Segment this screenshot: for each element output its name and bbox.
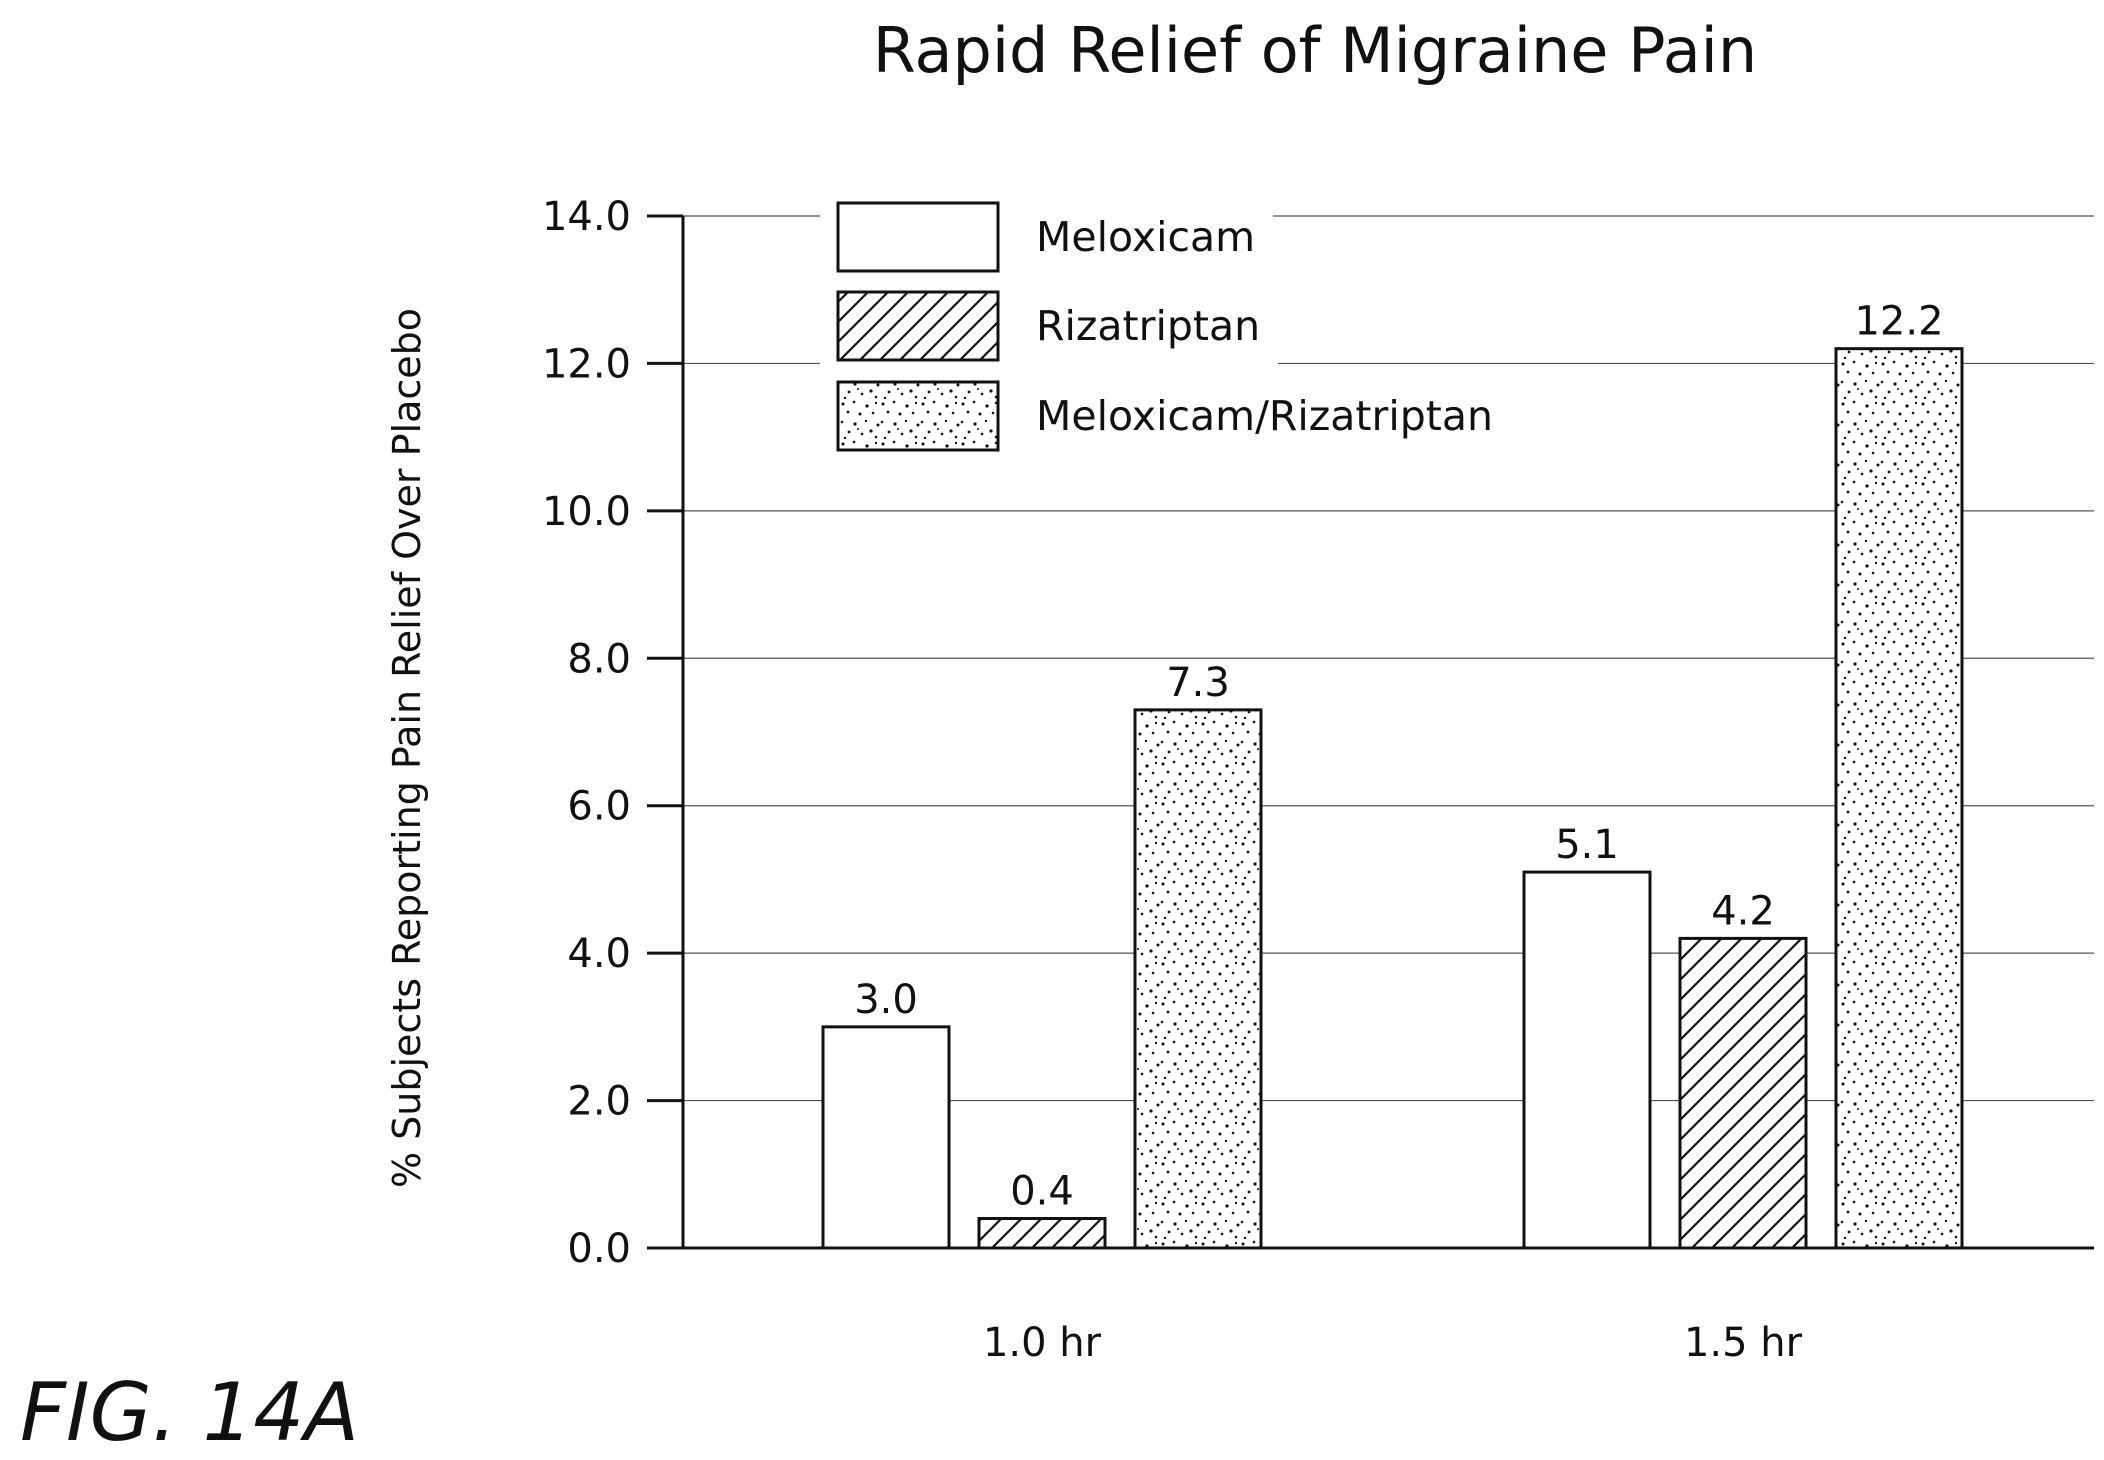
legend-swatch-meloxicam xyxy=(836,201,1000,273)
figure-label: FIG. 14A xyxy=(20,1366,359,1459)
bar-meloxicam-rizatriptan-0 xyxy=(1133,708,1263,1250)
x-tick-label: 1.0 hr xyxy=(983,1320,1102,1366)
bar-value-label: 5.1 xyxy=(1555,822,1619,868)
bar-rizatriptan-1 xyxy=(1678,936,1808,1250)
bar-value-label: 7.3 xyxy=(1166,660,1230,706)
bar-meloxicam-1 xyxy=(1522,870,1652,1250)
y-axis-ticks: 0.0 2.0 4.0 6.0 8.0 10.0 12.0 14.0 xyxy=(542,194,683,1272)
y-tick-label: 4.0 xyxy=(567,931,631,977)
legend-label: Meloxicam/Rizatriptan xyxy=(1036,392,1493,440)
y-axis-label: % Subjects Reporting Pain Relief Over Pl… xyxy=(385,308,429,1188)
y-tick-label: 14.0 xyxy=(542,194,631,240)
bar-rizatriptan-0 xyxy=(977,1217,1107,1250)
bar-value-label: 12.2 xyxy=(1854,299,1943,345)
y-tick-label: 0.0 xyxy=(567,1226,631,1272)
bar-meloxicam-rizatriptan-1 xyxy=(1834,347,1964,1250)
bars xyxy=(821,347,1964,1250)
x-tick-label: 1.5 hr xyxy=(1684,1320,1803,1366)
x-axis-ticks: 1.0 hr 1.5 hr xyxy=(983,1320,1803,1366)
y-tick-label: 6.0 xyxy=(567,784,631,830)
bar-value-labels: 3.0 0.4 7.3 5.1 4.2 12.2 xyxy=(854,299,1943,1215)
legend-label: Meloxicam xyxy=(1036,213,1255,261)
y-tick-label: 2.0 xyxy=(567,1079,631,1125)
bar-value-label: 3.0 xyxy=(854,977,918,1023)
chart-title: Rapid Relief of Migraine Pain xyxy=(873,14,1757,87)
legend-swatch-rizatriptan xyxy=(836,290,1000,362)
legend-swatch-meloxicam-rizatriptan xyxy=(836,380,1000,452)
y-tick-label: 8.0 xyxy=(567,636,631,682)
legend: Meloxicam Rizatriptan Meloxicam/Rizatripta… xyxy=(820,197,1511,456)
legend-label: Rizatriptan xyxy=(1036,302,1260,350)
y-tick-label: 10.0 xyxy=(542,489,631,535)
y-tick-label: 12.0 xyxy=(542,341,631,387)
bar-value-label: 0.4 xyxy=(1010,1169,1074,1215)
bar-meloxicam-0 xyxy=(821,1025,951,1250)
bar-value-label: 4.2 xyxy=(1711,888,1775,934)
